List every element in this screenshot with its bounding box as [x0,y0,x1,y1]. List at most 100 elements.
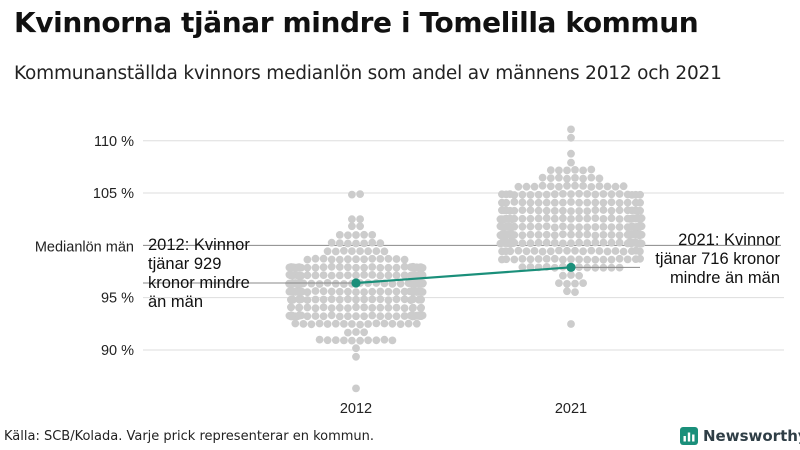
municipality-dot [575,238,583,247]
municipality-dot [368,304,377,312]
municipality-dot [550,190,559,199]
municipality-dot [559,214,567,223]
municipality-dot [615,190,624,198]
municipality-dot [335,255,344,264]
municipality-dot [295,288,304,296]
municipality-dot [628,206,636,215]
municipality-dot [575,223,583,232]
municipality-dot [303,303,312,312]
municipality-dot [575,198,583,207]
y-tick-label: 110 % [94,134,134,150]
municipality-dot [348,222,356,231]
chart-overlay: 2012: Kvinnor tjänar 929 kronor mindre än m… [143,231,780,311]
newsworthy-logo-icon [680,427,698,445]
municipality-dot [611,182,620,191]
municipality-dot [623,198,632,207]
municipality-dot [607,231,616,239]
municipality-dot [368,311,377,320]
municipality-dot [502,190,511,199]
municipality-dot [356,222,364,231]
municipality-dot [380,247,389,256]
municipality-dot [388,280,397,288]
municipality-dot [360,303,368,312]
municipality-dot [510,255,519,264]
chart-subtitle: Kommunanställda kvinnors medianlön som a… [14,63,722,84]
municipality-dot [331,247,340,256]
highlight-point-2012 [351,278,361,288]
municipality-dot [400,271,409,280]
municipality-dot [396,320,405,328]
municipality-dot [571,166,579,174]
municipality-dot [583,207,592,216]
municipality-dot [335,287,344,296]
municipality-dot [307,279,316,288]
municipality-dot [563,181,571,190]
municipality-dot [607,223,616,232]
municipality-dot [559,190,567,198]
municipality-dot [344,312,352,321]
x-tick-label: 2012 [340,401,372,417]
annotation-2012-line: tjänar 929 [148,255,221,273]
municipality-dot [340,246,348,255]
municipality-dot [567,149,575,158]
annotation-2012-line: kronor mindre [148,274,250,292]
municipality-dot [319,295,328,304]
municipality-dot [307,320,316,329]
municipality-dot [388,336,397,345]
municipality-dot [327,238,336,247]
municipality-dot [502,206,511,215]
municipality-dot [340,320,348,328]
municipality-dot [567,223,575,232]
municipality-dot [563,287,571,296]
municipality-dot [575,214,583,223]
municipality-dot [636,190,644,199]
municipality-dot [384,254,393,263]
municipality-dot [335,271,344,280]
municipality-dot [502,255,511,264]
municipality-dot [550,254,559,263]
municipality-dot [303,263,312,272]
municipality-dot [348,336,356,345]
municipality-dot [607,214,616,223]
municipality-dot [559,206,567,215]
municipality-dot [599,223,608,231]
municipality-dot [591,214,600,223]
municipality-dot [364,247,372,256]
municipality-dot [506,247,515,256]
municipality-dot [542,230,551,239]
municipality-dot [550,231,559,240]
municipality-dot [583,198,592,207]
municipality-dot [546,247,555,256]
municipality-dot [352,303,360,312]
municipality-dot [335,231,344,239]
municipality-dot [287,303,296,312]
municipality-dot [514,246,523,255]
municipality-dot [567,215,575,223]
municipality-dot [538,247,547,256]
municipality-dot [623,255,632,264]
municipality-dot [356,336,364,345]
municipality-dot [522,182,531,191]
municipality-dot [384,263,393,272]
dot-swarm [285,125,646,393]
municipality-dot [311,271,320,280]
municipality-dot [327,304,336,312]
municipality-dot [295,295,304,304]
municipality-dot [392,271,401,280]
municipality-dot [526,198,535,207]
municipality-dot [567,239,575,248]
municipality-dot [380,335,389,344]
municipality-dot [323,247,332,256]
municipality-dot [352,384,360,393]
municipality-dot [518,222,527,231]
municipality-dot [607,238,616,247]
municipality-dot [344,271,352,280]
municipality-dot [546,166,555,175]
municipality-dot [567,271,575,279]
municipality-dot [591,223,600,231]
municipality-dot [502,231,511,240]
municipality-dot [583,230,592,239]
municipality-dot [538,181,547,190]
municipality-dot [575,255,583,264]
municipality-dot [327,295,336,304]
